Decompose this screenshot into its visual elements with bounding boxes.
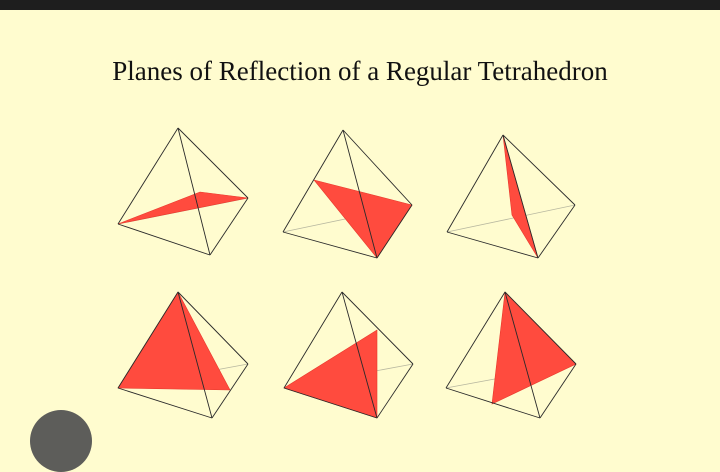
tetrahedron-6: [445, 291, 577, 419]
corner-overlay-button[interactable]: [30, 410, 92, 472]
reflection-plane-2: [313, 179, 413, 259]
tetrahedra-diagram: [117, 127, 577, 419]
reflection-plane-5: [283, 329, 378, 419]
reflection-plane-4: [117, 291, 231, 391]
diagram-title: Planes of Reflection of a Regular Tetrah…: [112, 56, 608, 86]
tetrahedron-2: [282, 129, 413, 259]
tetrahedron-1: [117, 127, 249, 256]
reflection-plane-6: [491, 291, 577, 405]
tetrahedron-3: [446, 134, 576, 259]
reflection-plane-1: [117, 191, 249, 225]
tetrahedron-5: [283, 291, 414, 419]
top-bar: [0, 0, 720, 10]
tetrahedron-4: [117, 291, 249, 419]
